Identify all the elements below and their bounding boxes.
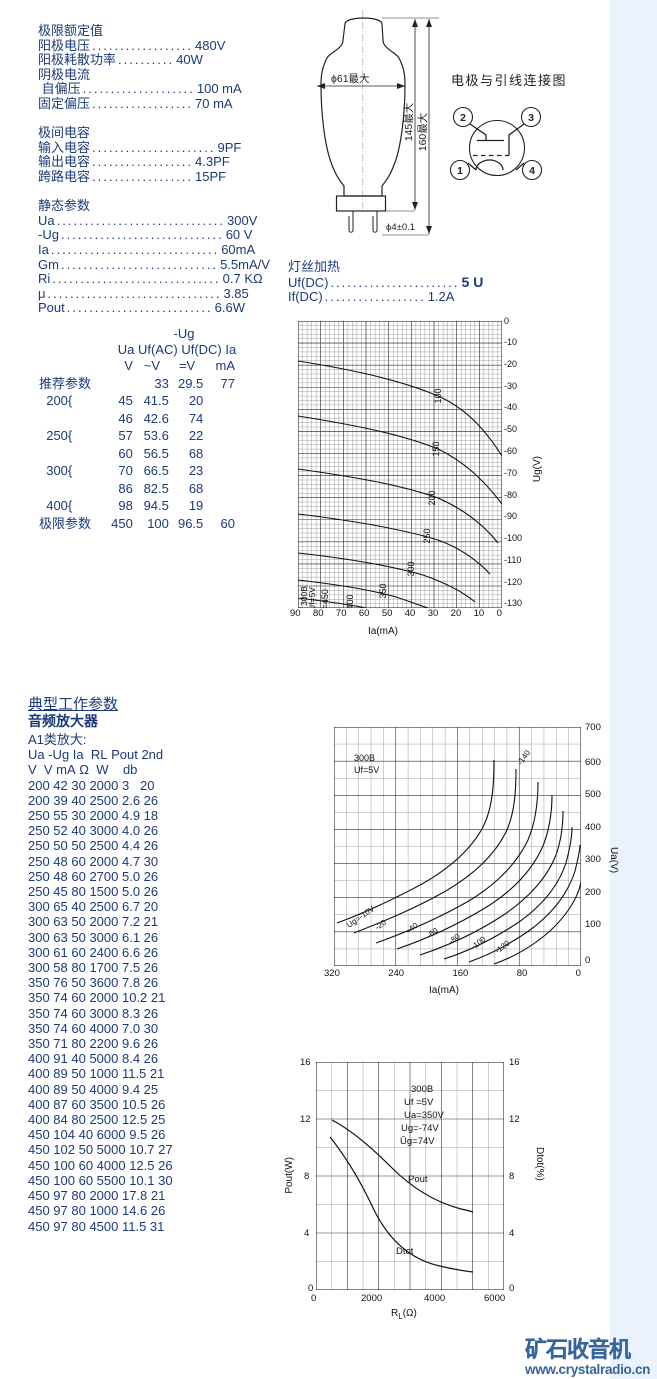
svg-text:Uf=5V: Uf=5V bbox=[307, 587, 317, 608]
svg-text:Dtot: Dtot bbox=[396, 1246, 414, 1257]
svg-text:200: 200 bbox=[427, 490, 437, 505]
svg-text:Ua=450: Ua=450 bbox=[320, 589, 330, 608]
svg-text:1: 1 bbox=[457, 165, 463, 177]
svg-text:-120: -120 bbox=[493, 938, 512, 955]
svg-text:150: 150 bbox=[431, 441, 441, 456]
svg-text:4: 4 bbox=[529, 165, 535, 177]
svg-text:250: 250 bbox=[422, 528, 432, 543]
svg-text:100: 100 bbox=[433, 388, 443, 403]
svg-text:Ūg=74V: Ūg=74V bbox=[400, 1136, 435, 1147]
svg-text:3: 3 bbox=[528, 112, 534, 124]
svg-text:Uf=5V: Uf=5V bbox=[354, 765, 379, 775]
svg-text:350: 350 bbox=[378, 583, 388, 598]
svg-text:145最大: 145最大 bbox=[402, 102, 415, 141]
svg-text:-140: -140 bbox=[516, 748, 533, 767]
svg-text:ϕ4±0.1: ϕ4±0.1 bbox=[386, 222, 415, 233]
svg-text:-40: -40 bbox=[405, 921, 420, 936]
svg-text:Ug=-74V: Ug=-74V bbox=[401, 1123, 439, 1134]
svg-text:2: 2 bbox=[460, 112, 466, 124]
svg-text:Pout: Pout bbox=[408, 1174, 428, 1185]
svg-text:300: 300 bbox=[406, 561, 416, 576]
svg-text:300B: 300B bbox=[411, 1084, 433, 1095]
svg-text:160最大: 160最大 bbox=[416, 112, 429, 151]
svg-text:Uf =5V: Uf =5V bbox=[404, 1097, 434, 1108]
svg-text:ϕ61最大: ϕ61最大 bbox=[331, 72, 370, 85]
svg-text:400: 400 bbox=[345, 594, 355, 608]
svg-text:300B: 300B bbox=[354, 753, 375, 763]
svg-text:Ua=350V: Ua=350V bbox=[404, 1110, 445, 1121]
